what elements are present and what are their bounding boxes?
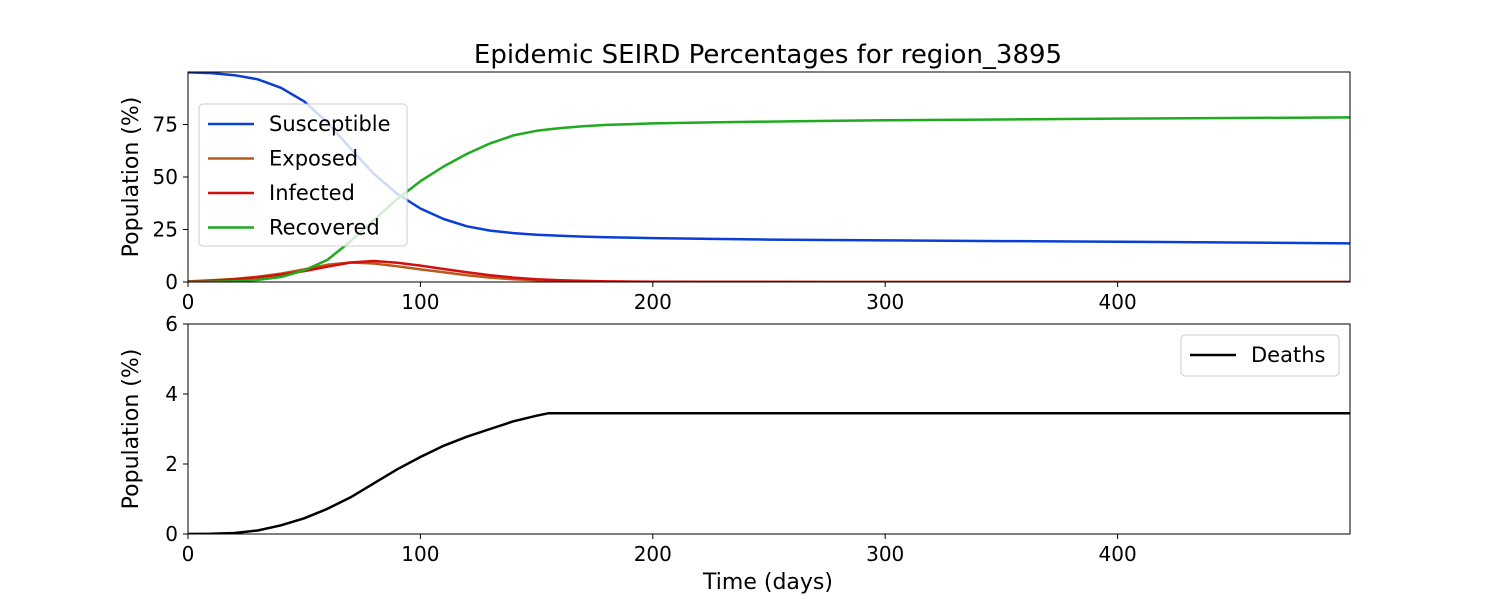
series-line-susceptible [188, 72, 1350, 245]
y-tick-label: 0 [165, 270, 178, 294]
y-axis-label: Population (%) [119, 349, 144, 510]
y-tick-label: 4 [165, 382, 178, 406]
y-tick-label: 25 [153, 218, 178, 242]
x-tick-label: 300 [866, 542, 904, 566]
series-lines [188, 72, 1350, 282]
x-tick-label: 0 [182, 542, 195, 566]
legend-frame [1180, 334, 1340, 377]
x-tick-label: 100 [401, 542, 439, 566]
seird-panel: 0 100 200 300 400 0 25 50 75 Population (%) Suscep… [119, 71, 1351, 314]
y-tick-label: 6 [165, 312, 178, 336]
x-tick-label: 200 [634, 290, 672, 314]
y-tick-label: 50 [153, 165, 178, 189]
series-line-deaths [188, 412, 1350, 534]
series-lines [188, 412, 1350, 534]
x-tick-label: 100 [401, 290, 439, 314]
x-axis-label: Time (days) [702, 570, 833, 595]
legend: Deaths [1180, 334, 1340, 377]
series-line-exposed [188, 261, 1350, 282]
legend-label-infected: Infected [269, 181, 355, 205]
legend-label-susceptible: Susceptible [269, 112, 391, 136]
x-tick-label: 400 [1099, 290, 1137, 314]
x-tick-label: 0 [182, 290, 195, 314]
axes-frame [187, 323, 1351, 535]
x-tick-label: 200 [634, 542, 672, 566]
y-tick-label: 2 [165, 452, 178, 476]
deaths-panel: 0 100 200 300 400 0 2 4 6 Population (%) Deaths [119, 312, 1351, 566]
y-axis-label: Population (%) [119, 97, 144, 258]
legend-label-recovered: Recovered [269, 216, 380, 240]
x-tick-label: 300 [866, 290, 904, 314]
chart-title: Epidemic SEIRD Percentages for region_38… [474, 40, 1062, 70]
legend: Susceptible Exposed Infected Recovered [198, 103, 408, 247]
legend-label-deaths: Deaths [1251, 343, 1325, 367]
y-tick-label: 75 [153, 113, 178, 137]
series-line-recovered [188, 116, 1350, 282]
legend-frame [198, 103, 408, 247]
x-tick-label: 400 [1099, 542, 1137, 566]
legend-label-exposed: Exposed [269, 147, 358, 171]
y-tick-label: 0 [165, 522, 178, 546]
